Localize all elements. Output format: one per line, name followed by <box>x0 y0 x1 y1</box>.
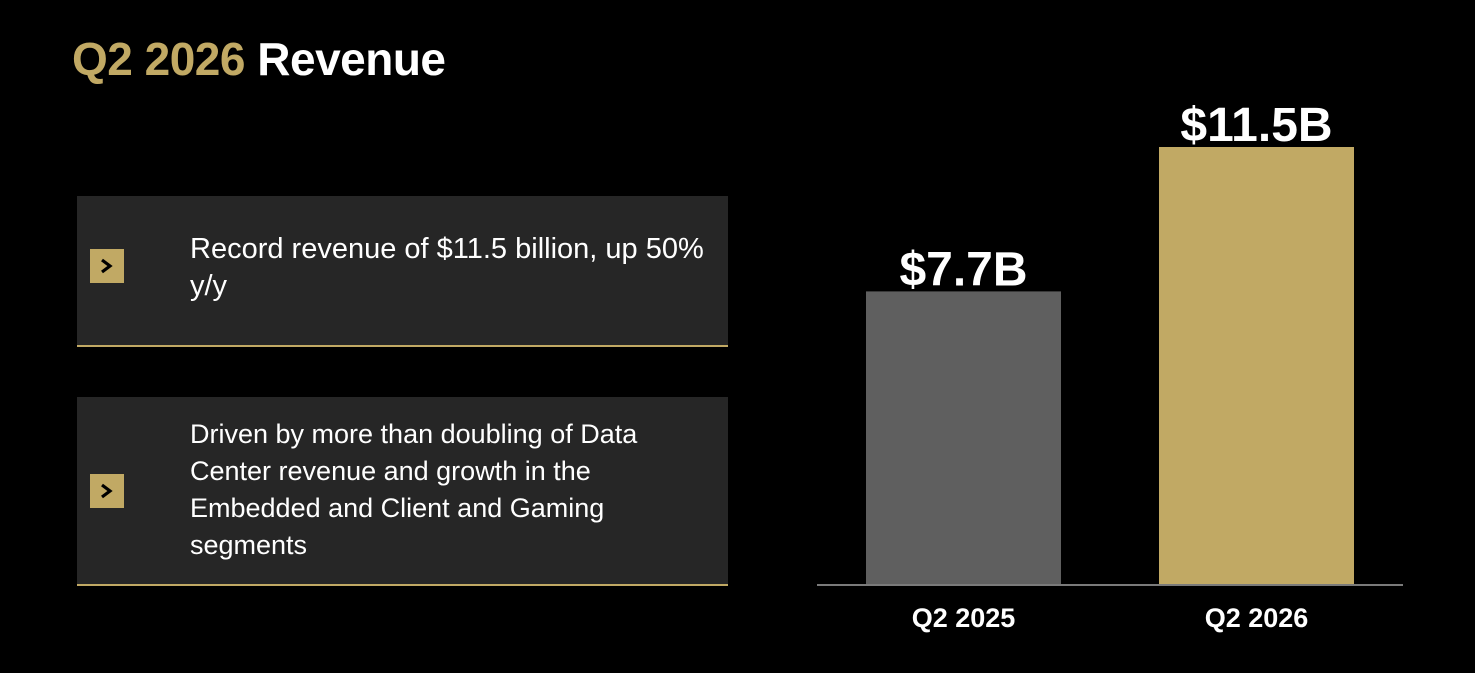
bar-q2-2026 <box>1159 147 1354 584</box>
x-tick-label: Q2 2026 <box>1205 603 1309 633</box>
title-main: Revenue <box>257 33 446 85</box>
chevron-right-icon <box>90 474 124 508</box>
bullet-text: Record revenue of $11.5 billion, up 50% … <box>190 233 704 302</box>
bar-q2-2025 <box>866 291 1061 584</box>
x-tick-label: Q2 2025 <box>912 603 1016 633</box>
bullet-card-record-revenue: Record revenue of $11.5 billion, up 50% … <box>77 196 728 347</box>
page-title: Q2 2026 Revenue <box>72 30 446 88</box>
chevron-right-icon <box>90 249 124 283</box>
title-accent: Q2 2026 <box>72 33 245 85</box>
bullet-text: Driven by more than doubling of Data Cen… <box>190 419 638 560</box>
bullet-card-revenue-drivers: Driven by more than doubling of Data Cen… <box>77 397 728 586</box>
data-label: $7.7B <box>899 243 1027 296</box>
data-label: $11.5B <box>1180 99 1332 152</box>
